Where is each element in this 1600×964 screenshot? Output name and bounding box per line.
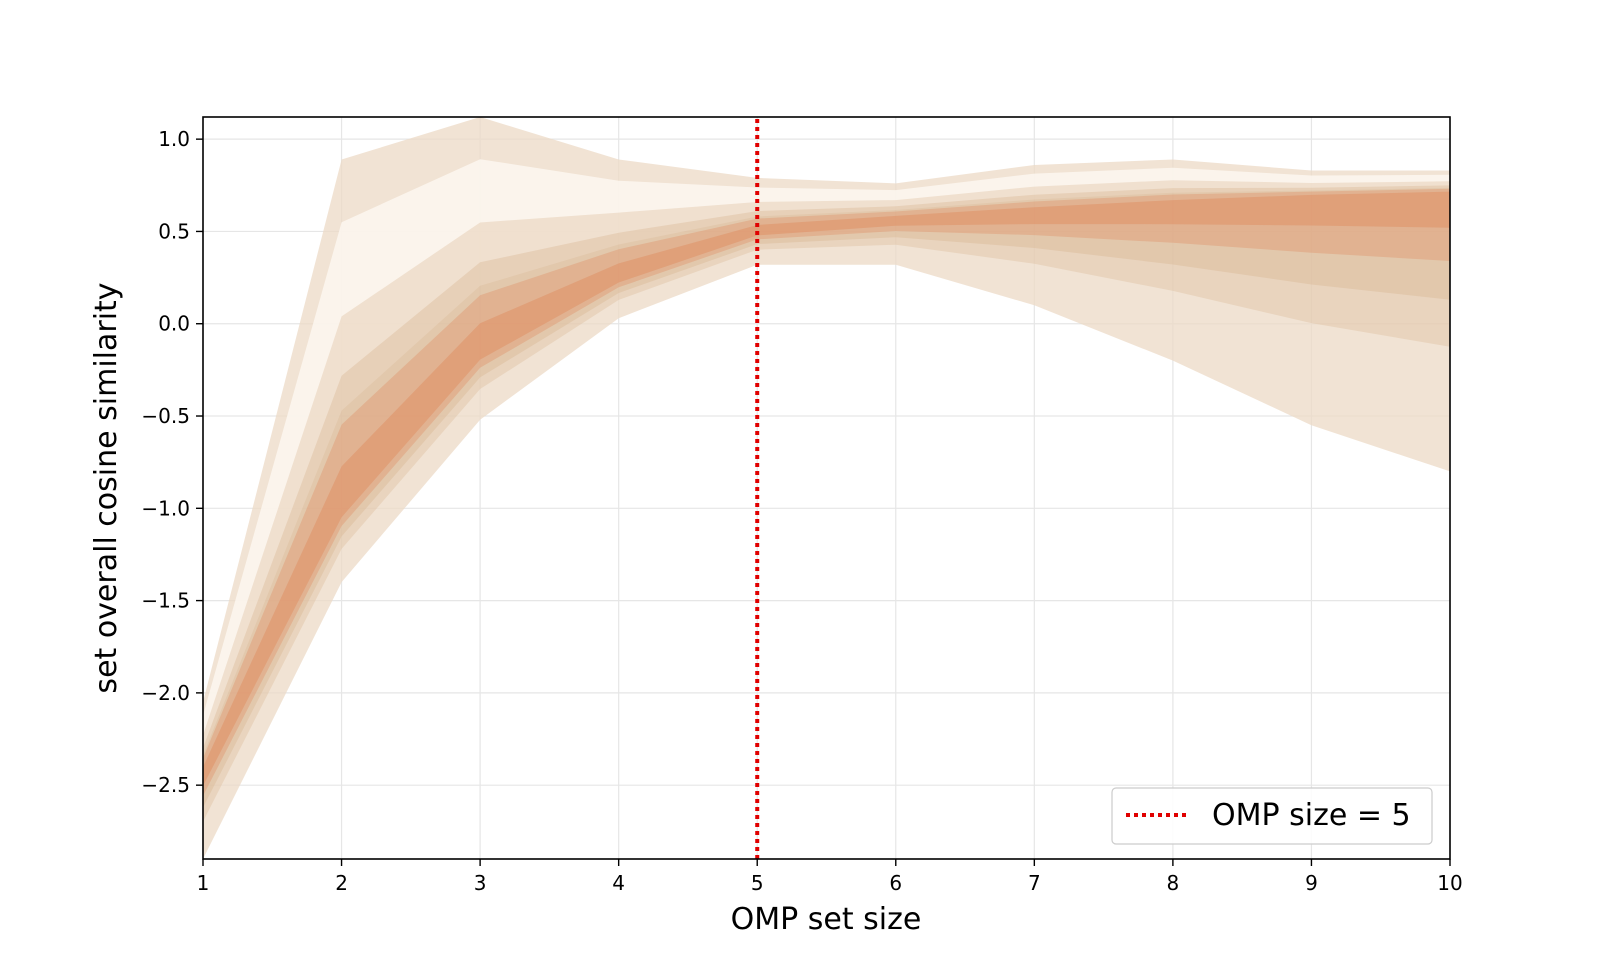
plot-frame — [202, 116, 1451, 860]
y-tick-label: −2.0 — [141, 681, 190, 705]
y-tick-label: 0.0 — [158, 312, 190, 336]
x-tick-label: 7 — [1028, 871, 1041, 895]
y-tick-label: 1.0 — [158, 127, 190, 151]
similarity-bands — [203, 117, 1450, 859]
x-tick-label: 10 — [1437, 871, 1462, 895]
legend-box — [1111, 787, 1433, 845]
x-tick-label: 6 — [889, 871, 902, 895]
y-tick-label: −1.0 — [141, 496, 190, 520]
ticks: 1 2 3 4 5 6 7 8 9 10 1.0 0.5 0.0 −0.5 −1.0 −1.5 −2.0 −2.5 — [141, 127, 1462, 895]
x-tick-label: 3 — [474, 871, 487, 895]
x-tick-label: 5 — [751, 871, 764, 895]
legend: OMP size = 5 — [1111, 787, 1433, 845]
y-tick-label: −0.5 — [141, 404, 190, 428]
x-tick-label: 4 — [612, 871, 625, 895]
outer-envelope-band — [203, 117, 1450, 859]
x-tick-label: 9 — [1305, 871, 1318, 895]
core-band-2 — [203, 185, 1450, 808]
y-tick-label: −1.5 — [141, 589, 190, 613]
x-axis-title: OMP set size — [731, 902, 922, 937]
core-band-1 — [203, 180, 1450, 822]
x-tick-label: 1 — [197, 871, 210, 895]
x-tick-label: 8 — [1167, 871, 1180, 895]
legend-label: OMP size = 5 — [1212, 798, 1411, 833]
y-tick-label: 0.5 — [158, 219, 190, 243]
core-band-4 — [203, 191, 1450, 786]
core-band-3 — [203, 188, 1450, 796]
y-axis-title: set overall cosine similarity — [89, 282, 124, 693]
x-tick-label: 2 — [335, 871, 348, 895]
y-tick-label: −2.5 — [141, 773, 190, 797]
